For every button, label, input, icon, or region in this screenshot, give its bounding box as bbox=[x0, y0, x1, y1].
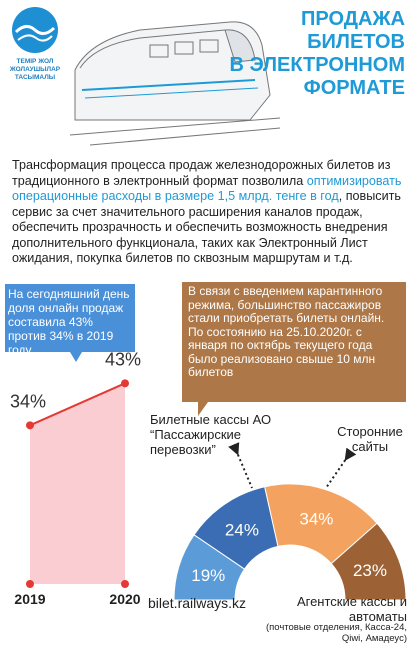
intro-text: Трансформация процесса продаж железнодор… bbox=[12, 158, 391, 188]
value-label: 23% bbox=[353, 561, 387, 580]
point bbox=[26, 421, 34, 430]
value-label: 34% bbox=[299, 510, 333, 529]
value-label: 19% bbox=[191, 566, 225, 585]
train bbox=[69, 21, 281, 146]
title-line: ПРОДАЖА bbox=[301, 8, 405, 30]
pie-label: Сторонние сайты bbox=[337, 424, 403, 454]
title-line: ФОРМАТЕ bbox=[303, 77, 405, 99]
intro-text: , повысить сервис за счет значительного … bbox=[12, 189, 401, 265]
donut-segment bbox=[330, 522, 407, 601]
line bbox=[29, 382, 126, 427]
intro-highlight: оптимизировать операционные расходы в ра… bbox=[12, 173, 402, 204]
value-label: 24% bbox=[225, 520, 259, 539]
logo-wave bbox=[14, 25, 56, 35]
x-label: 2020 bbox=[109, 591, 140, 607]
value-label: 43% bbox=[105, 349, 141, 369]
callout-box bbox=[5, 284, 135, 362]
callout-box bbox=[182, 282, 406, 416]
area bbox=[30, 383, 125, 584]
logo-line: ТАСЫМАЛЫ bbox=[14, 74, 56, 81]
value-label: 34% bbox=[10, 391, 46, 411]
title: ПРОДАЖА БИЛЕТОВ В ЭЛЕКТРОННОМ ФОРМАТЕ bbox=[230, 8, 406, 100]
point bbox=[121, 379, 129, 388]
title-line: БИЛЕТОВ bbox=[307, 31, 405, 53]
base-dot bbox=[26, 580, 34, 588]
callout-text: На сегодняшний день доля онлайн продаж с… bbox=[8, 287, 130, 357]
pie-label: Агентские кассы и автоматы bbox=[296, 594, 407, 624]
logo-line: ЖОЛАУШЫЛАР bbox=[9, 66, 61, 73]
logo-text: ТЕМІР ЖОЛ ЖОЛАУШЫЛАР ТАСЫМАЛЫ bbox=[2, 58, 68, 82]
callout-text: В связи с введением карантинного режима,… bbox=[188, 284, 385, 379]
x-label: 2019 bbox=[14, 591, 45, 607]
intro: Трансформация процесса продаж железнодор… bbox=[12, 158, 404, 267]
pie-label: Билетные кассы АО “Пассажирские перевозк… bbox=[150, 412, 272, 457]
pie-note: (почтовые отделения, Касса-24, Qiwi, Ама… bbox=[265, 622, 407, 644]
logo-wave bbox=[17, 34, 53, 42]
pie-label: bilet.railways.kz bbox=[148, 595, 247, 611]
logo-line: ТЕМІР ЖОЛ bbox=[16, 58, 54, 65]
base-dot bbox=[121, 580, 129, 588]
title-line: В ЭЛЕКТРОННОМ bbox=[229, 54, 406, 76]
